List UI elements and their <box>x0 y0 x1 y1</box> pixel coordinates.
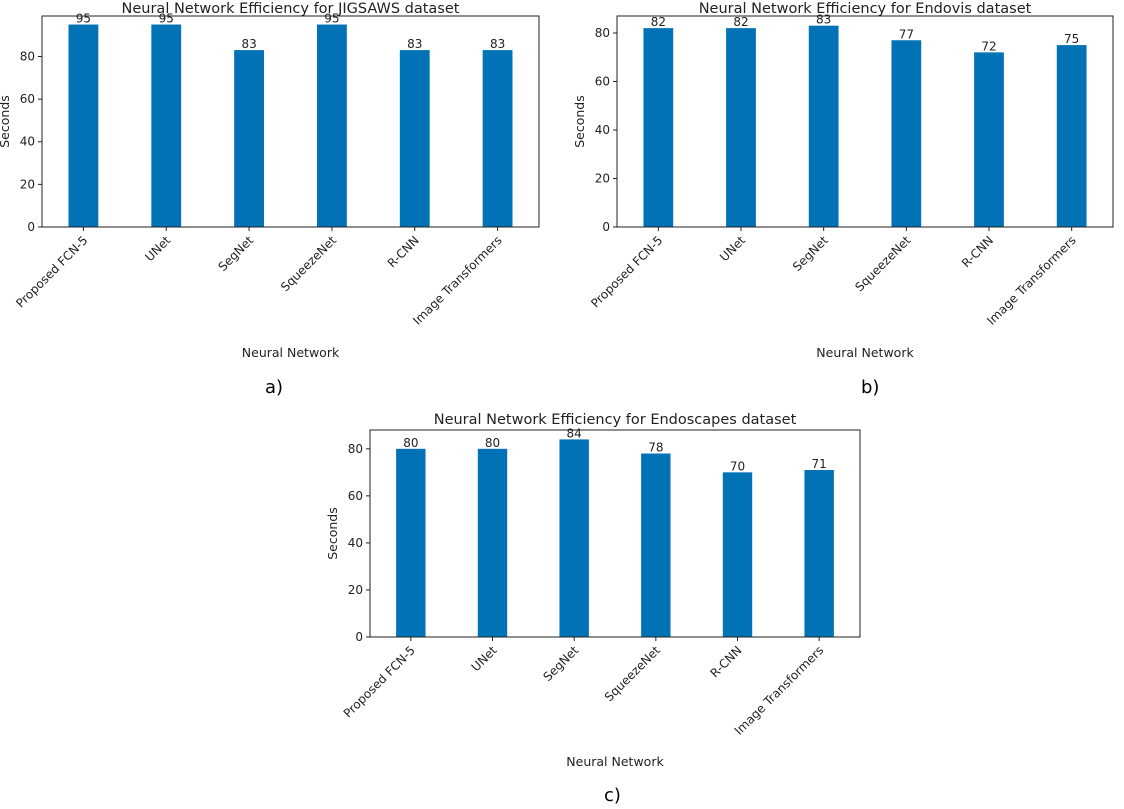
bar <box>643 28 674 228</box>
bar <box>151 24 182 227</box>
x-tick-label: SegNet <box>540 643 581 684</box>
x-tick-label: SqueezeNet <box>852 233 913 294</box>
chart-title: Neural Network Efficiency for Endoscapes… <box>434 412 797 428</box>
caption-c: c) <box>604 785 621 806</box>
bar-value-label: 78 <box>648 441 663 455</box>
bar-value-label: 77 <box>899 27 914 41</box>
bar <box>559 439 589 637</box>
bar-value-label: 83 <box>816 13 831 27</box>
y-tick-label: 20 <box>595 171 610 185</box>
chart-0: Neural Network Efficiency for JIGSAWS da… <box>0 1 540 360</box>
y-tick-label: 0 <box>27 220 35 234</box>
bar-value-label: 71 <box>812 457 827 471</box>
bar-value-label: 82 <box>733 15 748 29</box>
chart-title: Neural Network Efficiency for Endovis da… <box>699 1 1032 17</box>
bar <box>804 469 834 637</box>
x-tick-label: Image Transformers <box>410 233 505 328</box>
axes-frame <box>616 15 1114 228</box>
bar-value-label: 80 <box>485 436 500 450</box>
x-tick-label: UNet <box>469 643 500 674</box>
bar-value-label: 70 <box>730 459 745 473</box>
y-tick-label: 0 <box>602 220 610 234</box>
x-tick-label: SqueezeNet <box>602 643 663 704</box>
bar-value-label: 95 <box>324 12 339 26</box>
bar-value-label: 72 <box>981 39 996 53</box>
chart-title: Neural Network Efficiency for JIGSAWS da… <box>122 1 460 17</box>
y-tick-label: 80 <box>595 26 610 40</box>
y-tick-label: 60 <box>20 92 35 106</box>
x-axis-label: Neural Network <box>816 345 914 360</box>
bar <box>722 472 753 637</box>
bar <box>68 24 99 227</box>
x-tick-label: R-CNN <box>385 233 422 270</box>
bar <box>477 448 508 637</box>
bar <box>891 40 922 228</box>
caption-b: b) <box>861 377 880 398</box>
x-tick-label: UNet <box>717 233 748 264</box>
y-tick-label: 60 <box>348 489 363 503</box>
x-tick-label: Proposed FCN-5 <box>588 233 665 310</box>
y-tick-label: 0 <box>355 630 363 644</box>
axes-frame <box>369 429 861 638</box>
bar <box>399 50 430 227</box>
bar <box>482 50 513 227</box>
x-axis-label: Neural Network <box>242 345 340 360</box>
y-tick-label: 40 <box>595 123 610 137</box>
x-tick-label: R-CNN <box>959 233 996 270</box>
x-axis-label: Neural Network <box>566 754 664 769</box>
x-tick-label: R-CNN <box>707 643 744 680</box>
y-axis-label: Seconds <box>0 95 12 148</box>
chart-1: Neural Network Efficiency for Endovis da… <box>572 1 1114 360</box>
bar-value-label: 83 <box>490 37 505 51</box>
x-tick-label: SegNet <box>790 233 831 274</box>
y-tick-label: 20 <box>348 583 363 597</box>
x-tick-label: SqueezeNet <box>278 233 339 294</box>
y-tick-label: 40 <box>348 536 363 550</box>
bar-value-label: 83 <box>407 37 422 51</box>
x-tick-label: Proposed FCN-5 <box>341 643 418 720</box>
y-tick-label: 60 <box>595 74 610 88</box>
y-axis-label: Seconds <box>572 95 587 148</box>
x-tick-label: SegNet <box>215 233 256 274</box>
y-tick-label: 40 <box>20 135 35 149</box>
chart-2: Neural Network Efficiency for Endoscapes… <box>325 412 861 769</box>
bar <box>1056 45 1087 227</box>
bar-value-label: 95 <box>76 12 91 26</box>
bar <box>396 448 426 637</box>
bar-value-label: 82 <box>651 15 666 29</box>
x-tick-label: Image Transformers <box>732 643 827 738</box>
caption-a: a) <box>265 377 284 398</box>
bar-value-label: 84 <box>567 426 582 440</box>
bar <box>726 28 756 228</box>
y-tick-label: 80 <box>348 442 363 456</box>
bar <box>808 25 839 228</box>
bar-value-label: 95 <box>159 12 174 26</box>
bar <box>317 24 347 227</box>
axes-frame <box>41 15 540 228</box>
bar <box>641 453 671 637</box>
bar-value-label: 75 <box>1064 32 1079 46</box>
bar-value-label: 80 <box>403 436 418 450</box>
y-tick-label: 20 <box>20 177 35 191</box>
x-tick-label: UNet <box>142 233 173 264</box>
y-tick-label: 80 <box>20 49 35 63</box>
bar-value-label: 83 <box>241 37 256 51</box>
x-tick-label: Proposed FCN-5 <box>13 233 90 310</box>
bar <box>234 50 264 227</box>
x-tick-label: Image Transformers <box>984 233 1079 328</box>
bar <box>974 52 1004 228</box>
y-axis-label: Seconds <box>325 507 340 560</box>
